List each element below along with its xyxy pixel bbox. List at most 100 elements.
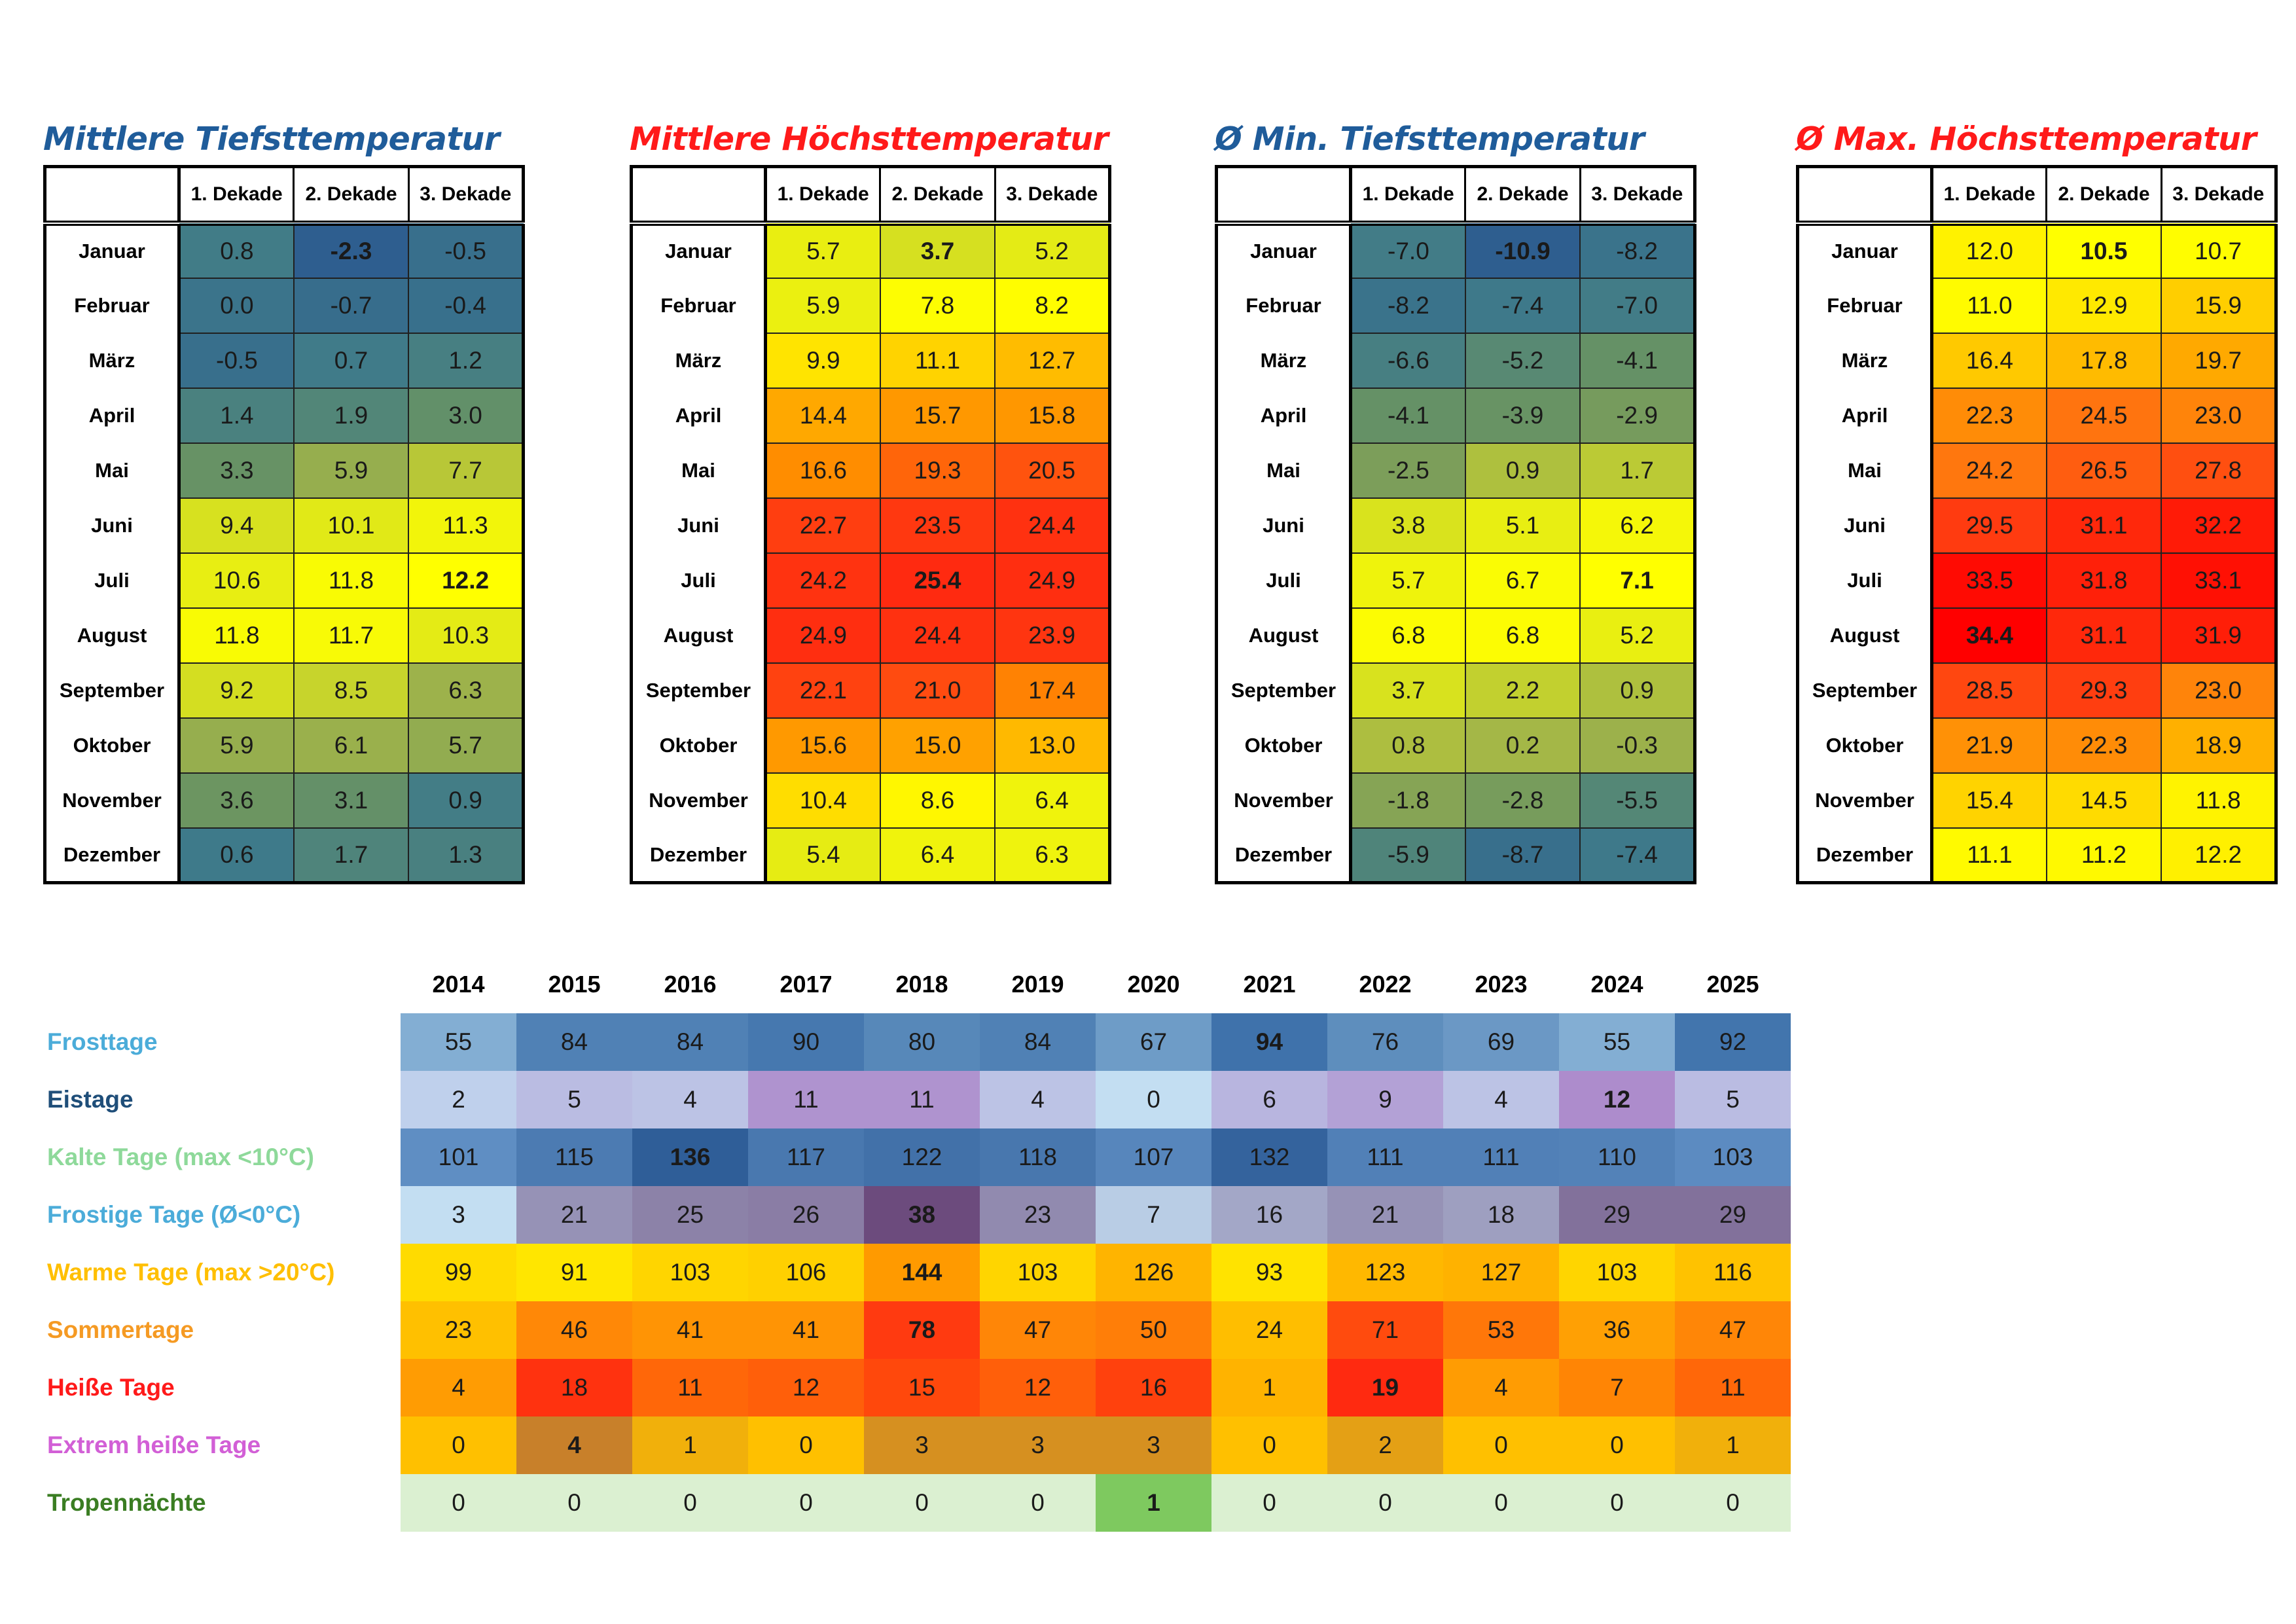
month-row: März -0.5 0.7 1.2 bbox=[45, 332, 524, 389]
year-header: 2021 bbox=[1243, 971, 1296, 998]
month-row: Dezember 5.4 6.4 6.3 bbox=[631, 827, 1111, 884]
value-cell: 0 bbox=[748, 1416, 864, 1474]
value-cell: 16 bbox=[1096, 1359, 1211, 1416]
value-cell: 31.9 bbox=[2161, 607, 2277, 664]
value-cell: 11.8 bbox=[2161, 772, 2277, 829]
value-cell: -7.0 bbox=[1350, 222, 1466, 279]
value-cell: -0.4 bbox=[408, 277, 524, 334]
month-label: März bbox=[1216, 333, 1352, 388]
value-cell: 0 bbox=[401, 1416, 516, 1474]
month-label: Juni bbox=[45, 497, 181, 553]
value-cell: 123 bbox=[1327, 1244, 1443, 1301]
value-cell: 26 bbox=[748, 1186, 864, 1244]
month-row: Februar -8.2 -7.4 -7.0 bbox=[1216, 277, 1696, 334]
value-cell: 0.9 bbox=[1464, 442, 1581, 499]
value-cell: 5.9 bbox=[764, 277, 881, 334]
month-row: Mai 16.6 19.3 20.5 bbox=[631, 442, 1111, 499]
month-row: April 1.4 1.9 3.0 bbox=[45, 387, 524, 444]
value-cell: 1.9 bbox=[293, 387, 410, 444]
value-cell: 115 bbox=[516, 1128, 632, 1186]
value-cell: 24.2 bbox=[1931, 442, 2047, 499]
year-header: 2023 bbox=[1475, 971, 1528, 998]
value-cell: 0 bbox=[1443, 1474, 1559, 1532]
value-cell: 10.6 bbox=[178, 552, 295, 609]
month-label: Oktober bbox=[45, 717, 181, 773]
month-row: September 9.2 8.5 6.3 bbox=[45, 662, 524, 719]
value-cell: 23.5 bbox=[879, 497, 996, 554]
month-label: Juni bbox=[1216, 497, 1352, 553]
month-label: Oktober bbox=[1216, 717, 1352, 773]
value-cell: 32.2 bbox=[2161, 497, 2277, 554]
series-row: Tropennächte 0 0 0 0 0 0 1 0 0 0 0 0 bbox=[39, 1474, 1791, 1532]
series-label: Warme Tage (max >20°C) bbox=[47, 1259, 335, 1286]
series-row: Kalte Tage (max <10°C) 101 115 136 117 122 118… bbox=[39, 1128, 1791, 1186]
panel-title: Ø Max. Höchsttemperatur bbox=[1796, 120, 2257, 158]
value-cell: 0 bbox=[748, 1474, 864, 1532]
month-label: August bbox=[1216, 607, 1352, 663]
value-cell: 90 bbox=[748, 1013, 864, 1071]
value-cell: 7.8 bbox=[879, 277, 996, 334]
value-cell: 132 bbox=[1211, 1128, 1327, 1186]
value-cell: 15.4 bbox=[1931, 772, 2047, 829]
value-cell: 144 bbox=[864, 1244, 980, 1301]
month-row: Mai -2.5 0.9 1.7 bbox=[1216, 442, 1696, 499]
month-label: Januar bbox=[1216, 223, 1352, 278]
month-row: November 15.4 14.5 11.8 bbox=[1797, 772, 2277, 829]
value-cell: 24.9 bbox=[994, 552, 1111, 609]
value-cell: 9 bbox=[1327, 1071, 1443, 1128]
value-cell: 84 bbox=[516, 1013, 632, 1071]
value-cell: 4 bbox=[980, 1071, 1096, 1128]
month-row: Januar 12.0 10.5 10.7 bbox=[1797, 222, 2277, 279]
value-cell: 12 bbox=[1559, 1071, 1675, 1128]
series-label: Frosttage bbox=[47, 1028, 158, 1055]
value-cell: 11.0 bbox=[1931, 277, 2047, 334]
month-label: Januar bbox=[45, 223, 181, 278]
value-cell: 8.5 bbox=[293, 662, 410, 719]
value-cell: 10.1 bbox=[293, 497, 410, 554]
value-cell: 84 bbox=[980, 1013, 1096, 1071]
month-row: September 28.5 29.3 23.0 bbox=[1797, 662, 2277, 719]
value-cell: 1.4 bbox=[178, 387, 295, 444]
month-label: Mai bbox=[1797, 442, 1933, 498]
month-row: Januar 5.7 3.7 5.2 bbox=[631, 222, 1111, 279]
value-cell: 15.6 bbox=[764, 717, 881, 774]
series-label: Tropennächte bbox=[47, 1489, 206, 1516]
value-cell: 3 bbox=[864, 1416, 980, 1474]
month-label: Februar bbox=[45, 278, 181, 333]
value-cell: 15.0 bbox=[879, 717, 996, 774]
value-cell: 0 bbox=[1675, 1474, 1791, 1532]
month-row: Februar 11.0 12.9 15.9 bbox=[1797, 277, 2277, 334]
month-label: August bbox=[45, 607, 181, 663]
value-cell: -2.8 bbox=[1464, 772, 1581, 829]
value-cell: 106 bbox=[748, 1244, 864, 1301]
value-cell: 15.9 bbox=[2161, 277, 2277, 334]
value-cell: -0.7 bbox=[293, 277, 410, 334]
value-cell: 18 bbox=[1443, 1186, 1559, 1244]
value-cell: 21.9 bbox=[1931, 717, 2047, 774]
value-cell: 24.9 bbox=[764, 607, 881, 664]
value-cell: 24.5 bbox=[2045, 387, 2162, 444]
value-cell: 5 bbox=[516, 1071, 632, 1128]
series-label: Extrem heiße Tage bbox=[47, 1432, 261, 1458]
month-row: Januar 0.8 -2.3 -0.5 bbox=[45, 222, 524, 279]
value-cell: -3.9 bbox=[1464, 387, 1581, 444]
value-cell: 31.1 bbox=[2045, 497, 2162, 554]
value-cell: 12.9 bbox=[2045, 277, 2162, 334]
month-label: November bbox=[45, 772, 181, 828]
value-cell: 0 bbox=[1443, 1416, 1559, 1474]
month-row: März -6.6 -5.2 -4.1 bbox=[1216, 332, 1696, 389]
value-cell: -0.5 bbox=[408, 222, 524, 279]
series-label: Frostige Tage (Ø<0°C) bbox=[47, 1201, 301, 1228]
value-cell: 11.3 bbox=[408, 497, 524, 554]
value-cell: 23.0 bbox=[2161, 662, 2277, 719]
value-cell: 0.9 bbox=[1579, 662, 1696, 719]
column-header: 1. Dekade bbox=[177, 166, 295, 224]
column-header: 1. Dekade bbox=[1349, 166, 1467, 224]
month-row: September 22.1 21.0 17.4 bbox=[631, 662, 1111, 719]
value-cell: 31.8 bbox=[2045, 552, 2162, 609]
month-row: Juni 3.8 5.1 6.2 bbox=[1216, 497, 1696, 554]
corner-cell bbox=[1797, 166, 1933, 224]
dekade-table: 1. Dekade 2. Dekade 3. Dekade Januar 12.0 10.… bbox=[1796, 165, 2278, 884]
year-header: 2022 bbox=[1359, 971, 1412, 998]
value-cell: 8.6 bbox=[879, 772, 996, 829]
